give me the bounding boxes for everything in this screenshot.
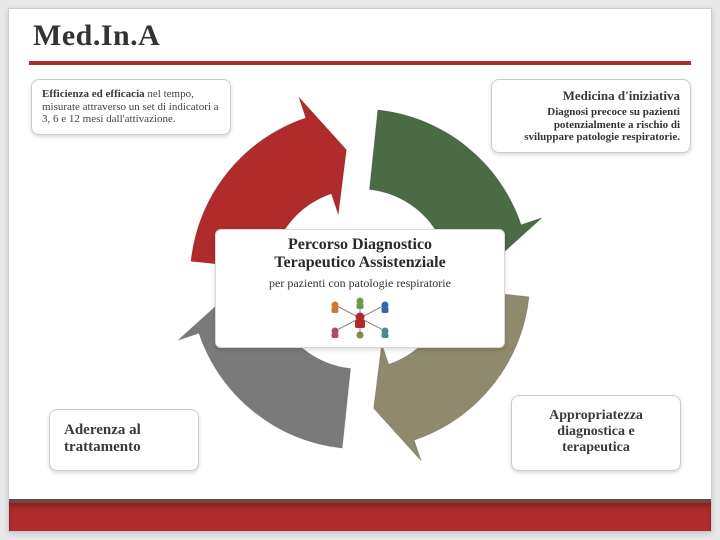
corner-tr-body: Diagnosi precoce su pazienti potenzialme… — [502, 106, 680, 144]
center-card: Percorso Diagnostico Terapeutico Assiste… — [215, 229, 505, 348]
corner-tl-title: Efficienza ed efficacia — [42, 88, 145, 100]
corner-bl-title: Aderenza al trattamento — [64, 422, 184, 456]
corner-tr-title: Medicina d'iniziativa — [502, 88, 680, 104]
people-network-icon — [325, 297, 395, 339]
center-subtitle: per pazienti con patologie respiratorie — [224, 276, 496, 291]
page-title: Med.In.A — [33, 19, 160, 53]
corner-box-medicina: Medicina d'iniziativa Diagnosi precoce s… — [491, 79, 691, 153]
center-title-line1: Percorso Diagnostico — [288, 236, 432, 253]
title-underline — [29, 61, 691, 65]
center-title-line2: Terapeutico Assistenziale — [274, 254, 445, 271]
corner-br-title: Appropriatezza diagnostica e terapeutica — [526, 408, 666, 456]
corner-box-appropriatezza: Appropriatezza diagnostica e terapeutica — [511, 395, 681, 471]
corner-box-efficienza: Efficienza ed efficacia nel tempo, misur… — [31, 79, 231, 135]
corner-box-aderenza: Aderenza al trattamento — [49, 409, 199, 471]
bottom-accent-bar — [9, 503, 711, 531]
slide-frame: Med.In.A Percorso Diagnostico Terapeutic… — [8, 8, 712, 532]
center-title: Percorso Diagnostico Terapeutico Assiste… — [224, 236, 496, 273]
